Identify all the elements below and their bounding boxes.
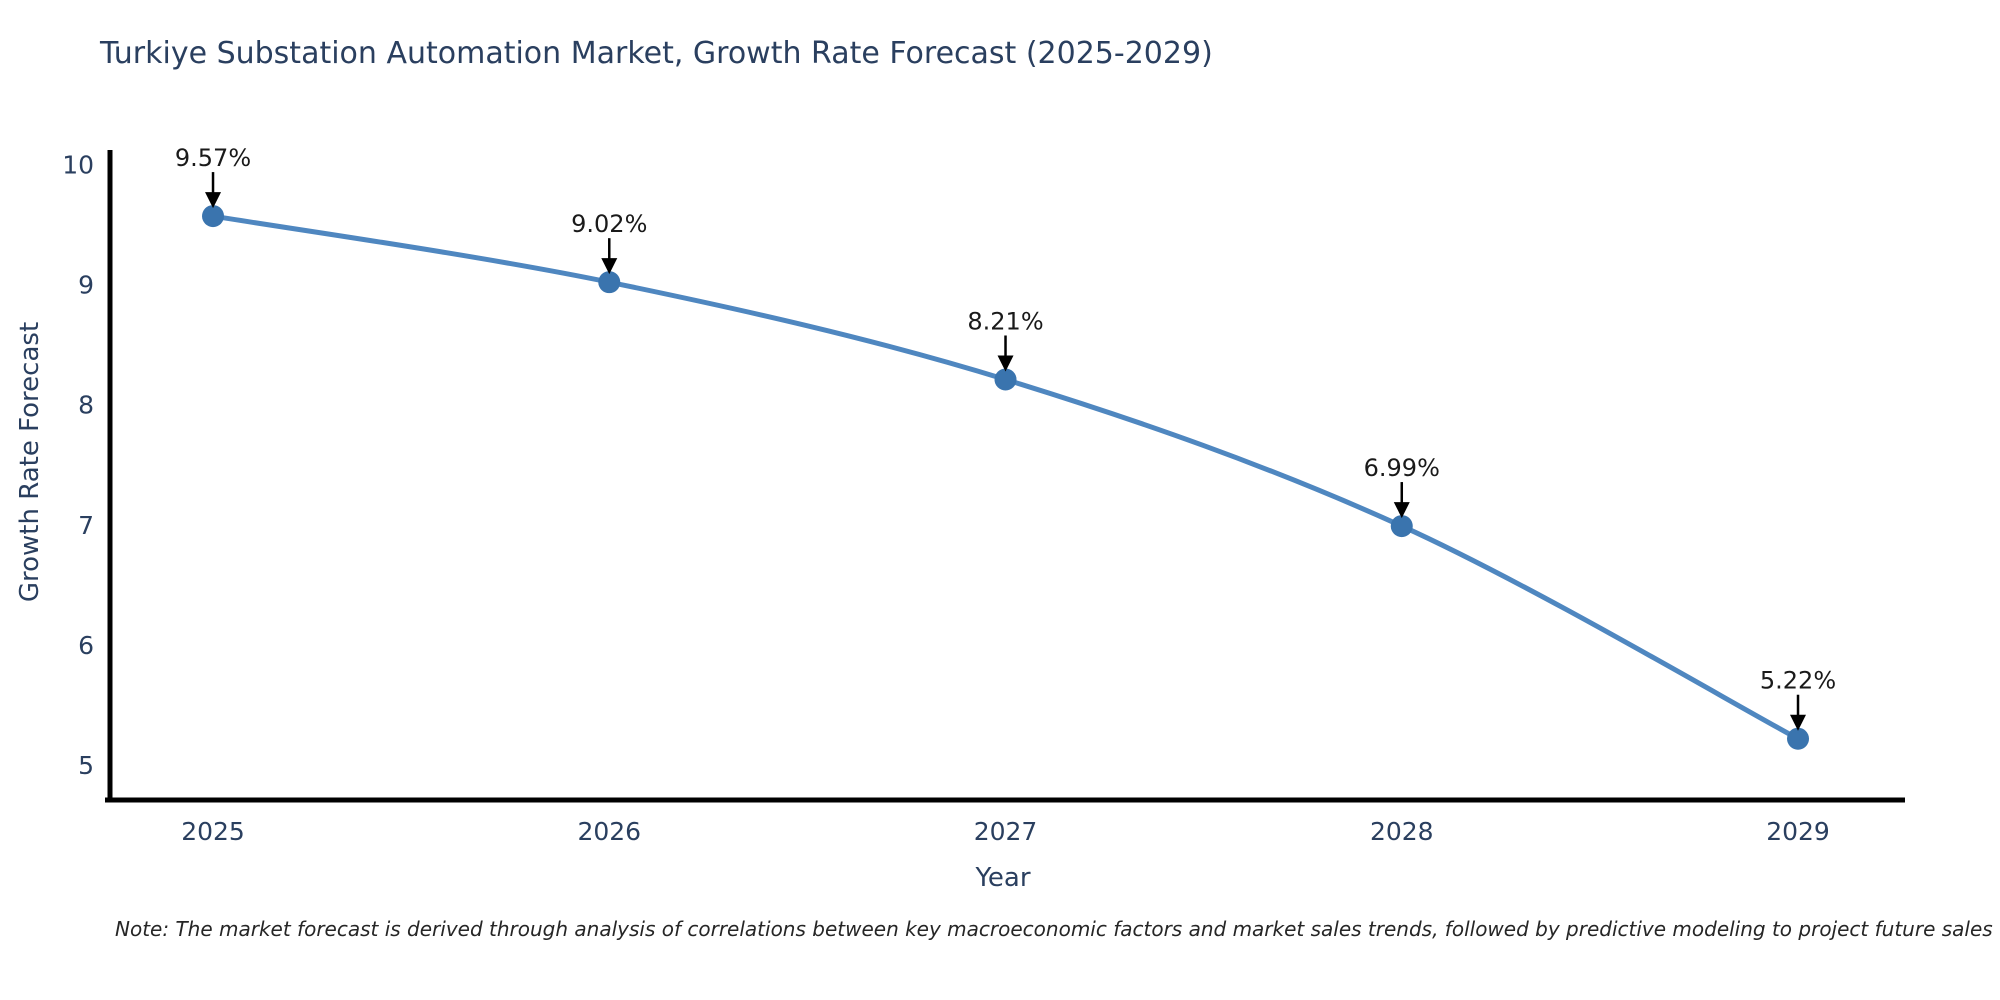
data-point-marker — [994, 368, 1017, 391]
footnote: Note: The market forecast is derived thr… — [115, 917, 1993, 941]
x-axis-title: Year — [975, 863, 1031, 893]
point-value-label: 9.02% — [571, 210, 647, 238]
y-tick-label: 10 — [62, 150, 94, 179]
x-tick-label: 2027 — [974, 817, 1038, 846]
annotation-arrowhead-icon — [1790, 714, 1807, 731]
y-tick-label: 6 — [78, 631, 94, 660]
point-value-label: 5.22% — [1760, 667, 1836, 695]
y-tick-label: 7 — [78, 511, 94, 540]
y-tick-label: 5 — [78, 751, 94, 780]
data-point-marker — [202, 205, 225, 228]
data-point-marker — [598, 271, 621, 294]
x-tick-label: 2029 — [1766, 817, 1830, 846]
x-tick-label: 2026 — [577, 817, 641, 846]
annotation-arrowhead-icon — [205, 192, 222, 209]
annotation-arrowhead-icon — [1393, 502, 1410, 519]
annotation-arrowhead-icon — [601, 258, 618, 275]
point-value-label: 6.99% — [1364, 454, 1440, 482]
y-axis-title: Growth Rate Forecast — [15, 321, 45, 603]
y-tick-label: 8 — [78, 391, 94, 420]
y-tick-label: 9 — [78, 271, 94, 300]
chart-title: Turkiye Substation Automation Market, Gr… — [100, 36, 1213, 71]
annotation-arrowhead-icon — [997, 355, 1014, 372]
data-point-marker — [1390, 515, 1413, 538]
x-tick-label: 2028 — [1370, 817, 1434, 846]
trend-line — [212, 213, 1800, 741]
data-point-marker — [1787, 727, 1810, 750]
point-value-label: 9.57% — [175, 144, 251, 172]
x-tick-label: 2025 — [181, 817, 245, 846]
point-value-label: 8.21% — [967, 307, 1043, 335]
